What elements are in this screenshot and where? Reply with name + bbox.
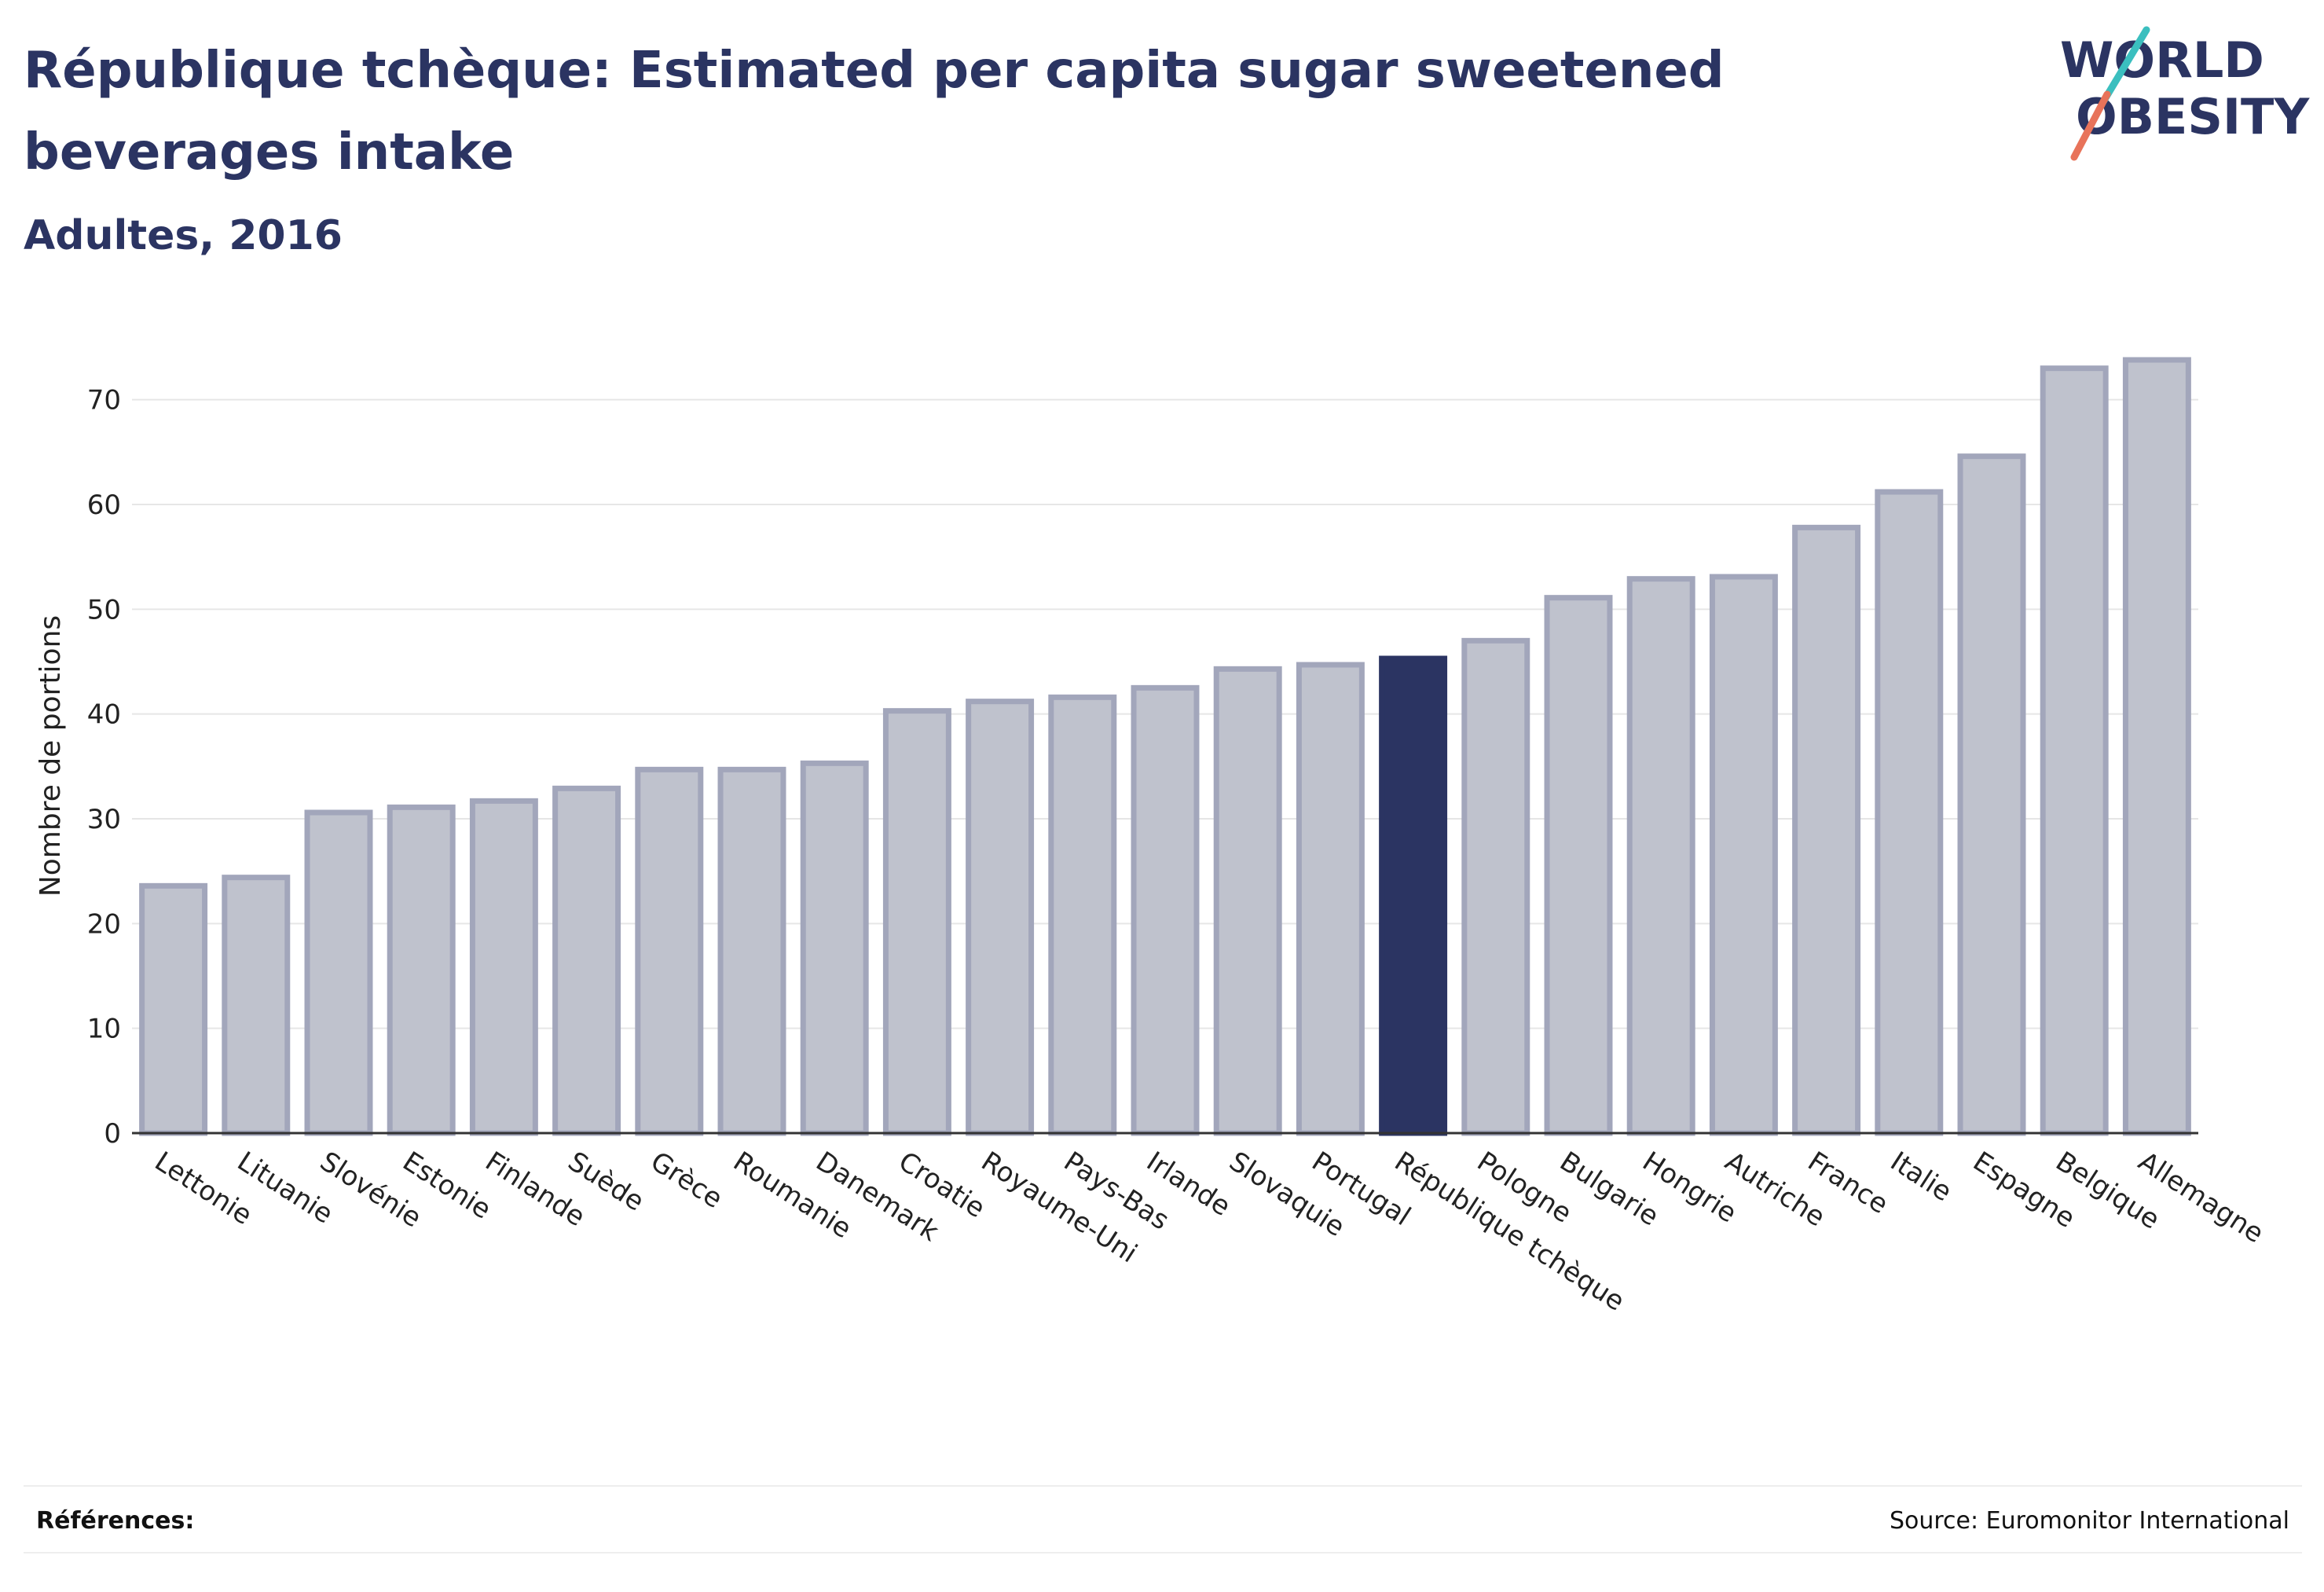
bar: [1792, 524, 1861, 1136]
chart-title: République tchèque: Estimated per capita…: [24, 42, 1725, 182]
bar: [1544, 595, 1613, 1136]
y-tick-label: 60: [87, 490, 121, 521]
logo-slash-coral: [2070, 90, 2111, 161]
y-axis-title: Nombre de portions: [35, 615, 67, 897]
bar: [1048, 694, 1117, 1136]
bar: [882, 708, 951, 1136]
y-tick-label: 70: [87, 385, 121, 416]
bar: [1875, 489, 1944, 1136]
bar: [139, 882, 208, 1136]
logo-word-obesity: OBESITY: [2076, 88, 2310, 145]
source-text: Source: Euromonitor International: [1889, 1507, 2289, 1535]
world-obesity-logo: WORLD OBESITY: [2060, 26, 2310, 161]
x-tick-label: Grèce: [645, 1146, 728, 1215]
bar-highlight: [1379, 655, 1448, 1136]
bar: [304, 809, 373, 1136]
bar: [1213, 666, 1282, 1136]
bar: [387, 804, 456, 1136]
y-tick-label: 30: [87, 804, 121, 835]
x-tick-label: Italie: [1885, 1146, 1957, 1208]
y-tick-label: 50: [87, 594, 121, 625]
references-label: Références:: [36, 1507, 195, 1535]
bar: [469, 798, 538, 1136]
y-tick-label: 0: [104, 1118, 121, 1150]
y-tick-label: 40: [87, 699, 121, 731]
bar: [717, 766, 786, 1136]
bar: [1626, 576, 1695, 1136]
bar: [1296, 662, 1365, 1136]
logo-word-world: WORLD: [2060, 31, 2264, 89]
y-tick-label: 20: [87, 908, 121, 940]
bar: [1131, 684, 1200, 1136]
bar: [1957, 453, 2026, 1136]
bar: [635, 766, 704, 1136]
logo-slash-teal: [2100, 26, 2150, 105]
footer-divider-bottom: [24, 1552, 2302, 1553]
bar: [1461, 637, 1530, 1136]
chart-subtitle: Adultes, 2016: [24, 212, 343, 259]
bar: [966, 699, 1035, 1136]
bar: [800, 760, 869, 1136]
bar: [1709, 574, 1778, 1136]
bar: [2122, 357, 2191, 1136]
bar: [552, 785, 621, 1136]
y-tick-label: 10: [87, 1014, 121, 1045]
bar: [2040, 365, 2109, 1136]
footer-divider-top: [24, 1485, 2302, 1487]
x-tick-label: Allemagne: [2132, 1146, 2269, 1249]
bar: [222, 875, 291, 1136]
